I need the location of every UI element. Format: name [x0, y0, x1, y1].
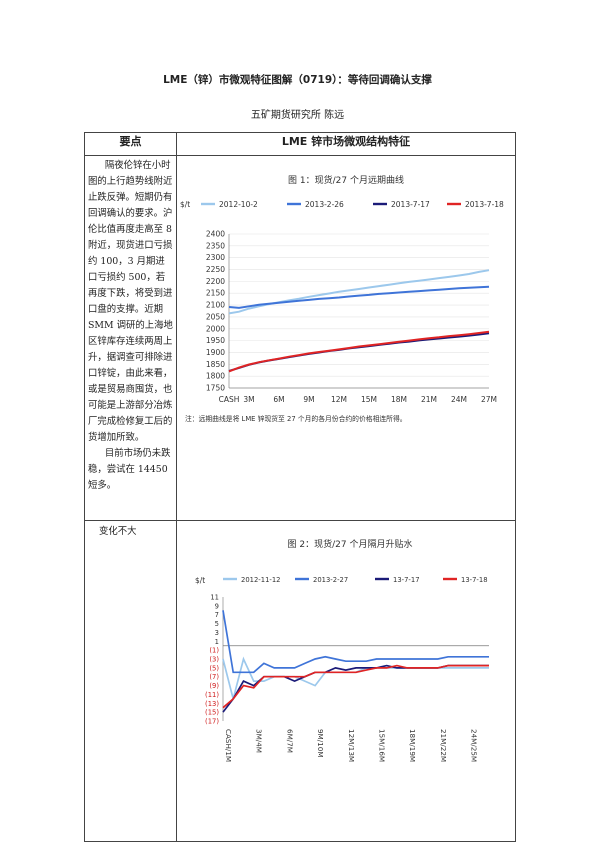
- y-tick-2300: 2300: [206, 253, 225, 262]
- legend-label-2013-7-18: 2013-7-18: [465, 200, 504, 209]
- x-tick-21M-22M: 21M/22M: [439, 729, 448, 762]
- y-tick--17: (17): [205, 718, 219, 726]
- x-tick-24M: 24M: [451, 395, 467, 404]
- legend-label-2013-2-26: 2013-2-26: [305, 200, 344, 209]
- y-tick-2150: 2150: [206, 289, 225, 298]
- x-tick-CASH: CASH: [219, 395, 240, 404]
- x-tick-9M: 9M: [303, 395, 314, 404]
- series-line-2012-10-2: [228, 269, 490, 315]
- chart2-title: 图 2：现货/27 个月隔月升贴水: [288, 538, 413, 550]
- y-tick-11: 11: [210, 594, 219, 602]
- x-tick-6M-7M: 6M/7M: [285, 729, 294, 753]
- forward-curve-chart: 图 1：现货/27 个月远期曲线 2012-10-2 2013-2-26 2013-7…: [180, 174, 504, 423]
- y-tick-1: 1: [215, 638, 219, 646]
- y-tick-2350: 2350: [206, 241, 225, 250]
- x-tick-15M-16M: 15M/16M: [377, 729, 386, 762]
- series-line-2013-2-27: [222, 610, 489, 674]
- y-tick--5: (5): [209, 664, 219, 672]
- legend-label-13-7-17: 13-7-17: [393, 576, 420, 584]
- chart1-cell: 图 1：现货/27 个月远期曲线 2012-10-2 2013-2-26 2013-7…: [176, 155, 516, 521]
- chart2-cell: 图 2：现货/27 个月隔月升贴水 2012-11-12 2013-2-27 13-7…: [176, 520, 516, 842]
- x-tick-21M: 21M: [421, 395, 437, 404]
- y-unit-label-2: $/t: [195, 576, 205, 585]
- x-tick-12M: 12M: [331, 395, 347, 404]
- x-tick-18M-19M: 18M/19M: [408, 729, 417, 762]
- series-line-2013-7-17: [228, 332, 490, 372]
- legend-label-2013-2-27: 2013-2-27: [313, 576, 348, 584]
- summary-paragraph-1: 隔夜伦锌在小时图的上行趋势线附近止跌反弹。短期仍有回调确认的要求。沪伦比值再度走…: [88, 160, 173, 443]
- y-tick-2200: 2200: [206, 277, 225, 286]
- y-tick-1750: 1750: [206, 384, 225, 393]
- x-tick-9M-10M: 9M/10M: [316, 729, 325, 758]
- spread-chart: 图 2：现货/27 个月隔月升贴水 2012-11-12 2013-2-27 13-7…: [195, 538, 489, 762]
- summary-cell: 隔夜伦锌在小时图的上行趋势线附近止跌反弹。短期仍有回调确认的要求。沪伦比值再度走…: [84, 155, 177, 521]
- y-tick--1: (1): [209, 647, 219, 655]
- series-line-13-7-18: [222, 664, 489, 709]
- series-line-2013-2-26: [228, 285, 490, 309]
- change-cell: 变化不大: [84, 520, 177, 842]
- y-tick--3: (3): [209, 656, 219, 664]
- chart1-note: 注：远期曲线是将 LME 锌现货至 27 个月的各月份合约的价格相连所得。: [185, 414, 407, 423]
- y-tick-2050: 2050: [206, 312, 225, 321]
- series-line-2013-7-18: [228, 330, 490, 373]
- x-tick-18M: 18M: [391, 395, 407, 404]
- change-text: 变化不大: [99, 526, 137, 537]
- legend-label-2012-10-2: 2012-10-2: [219, 200, 258, 209]
- y-unit-label: $/t: [180, 200, 190, 209]
- x-tick-6M: 6M: [273, 395, 284, 404]
- x-tick-24M-25M: 24M/25M: [470, 729, 479, 762]
- y-tick-5: 5: [215, 620, 219, 628]
- legend-label-2012-11-12: 2012-11-12: [241, 576, 281, 584]
- y-tick-2000: 2000: [206, 324, 225, 333]
- y-tick-1800: 1800: [206, 372, 225, 381]
- y-tick-2100: 2100: [206, 301, 225, 310]
- author-line: 五矿期货研究所 陈远: [250, 110, 345, 121]
- document-title: LME（锌）市微观特征图解（0719）：等待回调确认支撑: [163, 74, 432, 86]
- x-tick-12M-13M: 12M/13M: [347, 729, 356, 762]
- y-tick--7: (7): [209, 673, 219, 681]
- col1-header: 要点: [84, 132, 177, 156]
- chart1-title: 图 1：现货/27 个月远期曲线: [288, 174, 404, 186]
- y-tick-1950: 1950: [206, 336, 225, 345]
- y-tick-2400: 2400: [206, 230, 225, 239]
- y-tick-3: 3: [215, 629, 219, 637]
- y-tick-2250: 2250: [206, 265, 225, 274]
- x-tick-27M: 27M: [481, 395, 497, 404]
- summary-paragraph-2: 目前市场仍未跌稳，尝试在 14450 短多。: [88, 448, 171, 491]
- y-tick--13: (13): [205, 700, 219, 708]
- x-tick-3M-4M: 3M/4M: [255, 729, 264, 753]
- col2-header: LME 锌市场微观结构特征: [176, 132, 516, 156]
- y-tick-1850: 1850: [206, 360, 225, 369]
- y-tick--15: (15): [205, 709, 219, 717]
- x-tick-15M: 15M: [361, 395, 377, 404]
- x-tick-CASH-1M: CASH/1M: [224, 729, 233, 762]
- y-tick-1900: 1900: [206, 348, 225, 357]
- y-tick-9: 9: [215, 602, 219, 610]
- y-tick-7: 7: [215, 611, 219, 619]
- analysis-table: 要点 LME 锌市场微观结构特征 隔夜伦锌在小时图的上行趋势线附近止跌反弹。短期…: [84, 132, 516, 842]
- y-tick--11: (11): [205, 691, 219, 699]
- legend-label-13-7-18: 13-7-18: [461, 576, 488, 584]
- legend-label-2013-7-17: 2013-7-17: [391, 200, 430, 209]
- y-tick--9: (9): [209, 682, 219, 690]
- x-tick-3M: 3M: [243, 395, 254, 404]
